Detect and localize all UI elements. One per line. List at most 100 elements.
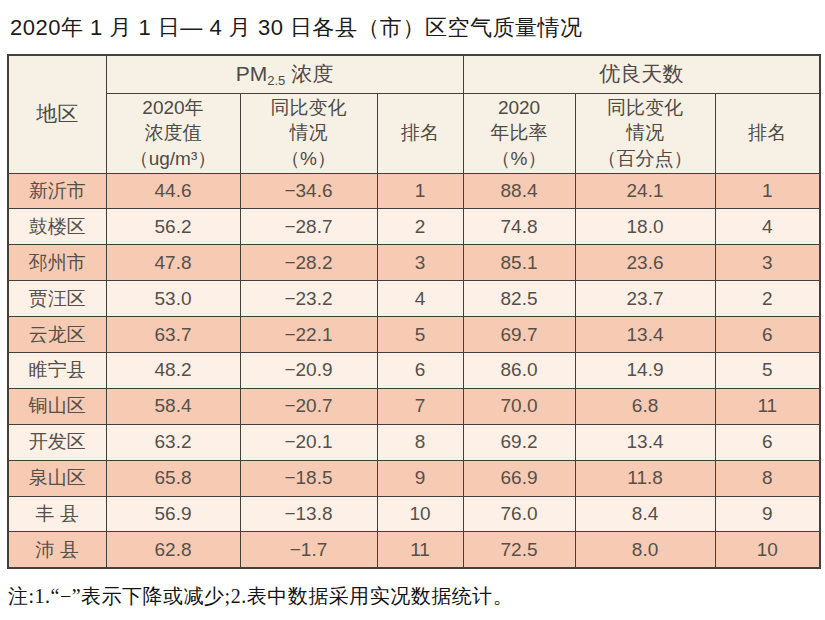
table-row: 泉山区 65.8 −18.5 9 66.9 11.8 8: [8, 460, 820, 496]
pm-rank-cell: 10: [377, 496, 463, 532]
pm-rank-cell: 9: [377, 460, 463, 496]
good-ratio-cell: 82.5: [463, 281, 575, 317]
good-ratio-column-header: 2020 年比率 （%）: [463, 93, 575, 173]
pm-value-cell: 63.2: [106, 424, 240, 460]
pm-value-cell: 56.2: [106, 209, 240, 245]
pm-change-cell: −20.1: [240, 424, 377, 460]
air-quality-table: 地区 PM2.5 浓度 优良天数 2020年 浓度值 （ug/m³） 同比变化 情…: [7, 54, 821, 569]
good-rank-column-header: 排名: [715, 93, 820, 173]
pm25-label-suffix: 浓度: [291, 62, 333, 85]
pm-change-cell: −1.7: [240, 532, 377, 568]
table-row: 云龙区 63.7 −22.1 5 69.7 13.4 6: [8, 317, 820, 353]
pm-rank-cell: 4: [377, 281, 463, 317]
region-cell: 云龙区: [8, 317, 106, 353]
good-ratio-cell: 69.7: [463, 317, 575, 353]
footnote: 注:1.“−”表示下降或减少;2.表中数据采用实况数据统计。: [0, 569, 825, 610]
pm-value-cell: 47.8: [106, 245, 240, 281]
table-body: 新沂市 44.6 −34.6 1 88.4 24.1 1 鼓楼区 56.2 −2…: [8, 173, 820, 568]
pm-change-cell: −20.7: [240, 388, 377, 424]
pm-rank-cell: 11: [377, 532, 463, 568]
table-row: 鼓楼区 56.2 −28.7 2 74.8 18.0 4: [8, 209, 820, 245]
pm-value-cell: 58.4: [106, 388, 240, 424]
header-group-row: 地区 PM2.5浓度 优良天数: [8, 55, 820, 93]
good-rank-cell: 6: [715, 317, 820, 353]
pm-value-cell: 62.8: [106, 532, 240, 568]
pm-change-cell: −28.7: [240, 209, 377, 245]
table-row: 睢宁县 48.2 −20.9 6 86.0 14.9 5: [8, 352, 820, 388]
good-change-cell: 8.4: [575, 496, 715, 532]
table-row: 铜山区 58.4 −20.7 7 70.0 6.8 11: [8, 388, 820, 424]
good-ratio-cell: 72.5: [463, 532, 575, 568]
region-cell: 新沂市: [8, 173, 106, 209]
pm-rank-cell: 3: [377, 245, 463, 281]
region-cell: 鼓楼区: [8, 209, 106, 245]
pm-change-cell: −13.8: [240, 496, 377, 532]
table-row: 沛 县 62.8 −1.7 11 72.5 8.0 10: [8, 532, 820, 568]
good-change-cell: 18.0: [575, 209, 715, 245]
good-rank-cell: 2: [715, 281, 820, 317]
good-rank-cell: 10: [715, 532, 820, 568]
pm-value-column-header: 2020年 浓度值 （ug/m³）: [106, 93, 240, 173]
pm-change-column-header: 同比变化 情况 （%）: [240, 93, 377, 173]
good-days-group-header: 优良天数: [463, 55, 820, 93]
good-rank-cell: 9: [715, 496, 820, 532]
pm-change-cell: −18.5: [240, 460, 377, 496]
good-ratio-cell: 76.0: [463, 496, 575, 532]
pm-change-cell: −20.9: [240, 352, 377, 388]
good-change-cell: 23.6: [575, 245, 715, 281]
region-cell: 贾汪区: [8, 281, 106, 317]
pm-value-cell: 48.2: [106, 352, 240, 388]
region-column-header: 地区: [8, 55, 106, 173]
pm-value-cell: 53.0: [106, 281, 240, 317]
pm-rank-cell: 5: [377, 317, 463, 353]
good-ratio-cell: 86.0: [463, 352, 575, 388]
region-cell: 开发区: [8, 424, 106, 460]
pm-value-cell: 63.7: [106, 317, 240, 353]
good-change-cell: 11.8: [575, 460, 715, 496]
good-rank-cell: 8: [715, 460, 820, 496]
pm-value-cell: 56.9: [106, 496, 240, 532]
pm-rank-cell: 8: [377, 424, 463, 460]
table-row: 新沂市 44.6 −34.6 1 88.4 24.1 1: [8, 173, 820, 209]
good-change-cell: 14.9: [575, 352, 715, 388]
pm25-label-prefix: PM: [236, 62, 268, 85]
pm-rank-cell: 2: [377, 209, 463, 245]
pm-change-cell: −34.6: [240, 173, 377, 209]
pm-change-cell: −23.2: [240, 281, 377, 317]
pm-rank-cell: 6: [377, 352, 463, 388]
good-ratio-cell: 85.1: [463, 245, 575, 281]
good-rank-cell: 1: [715, 173, 820, 209]
page-title: 2020年 1 月 1 日— 4 月 30 日各县（市）区空气质量情况: [0, 0, 825, 43]
good-ratio-cell: 69.2: [463, 424, 575, 460]
region-cell: 沛 县: [8, 532, 106, 568]
good-rank-cell: 4: [715, 209, 820, 245]
pm-change-cell: −22.1: [240, 317, 377, 353]
good-change-cell: 8.0: [575, 532, 715, 568]
pm25-group-header: PM2.5 浓度: [106, 55, 463, 93]
good-change-cell: 23.7: [575, 281, 715, 317]
pm-rank-cell: 1: [377, 173, 463, 209]
table-row: 邳州市 47.8 −28.2 3 85.1 23.6 3: [8, 245, 820, 281]
table-header: 地区 PM2.5 浓度 优良天数 2020年 浓度值 （ug/m³） 同比变化 情…: [8, 55, 820, 173]
good-ratio-cell: 66.9: [463, 460, 575, 496]
pm25-label-subscript: 2.5: [267, 73, 285, 88]
header-sub-row: 2020年 浓度值 （ug/m³） 同比变化 情况 （%） 排名 2020 年比…: [8, 93, 820, 173]
good-ratio-cell: 88.4: [463, 173, 575, 209]
good-rank-cell: 6: [715, 424, 820, 460]
pm-rank-column-header: 排名: [377, 93, 463, 173]
table-row: 丰 县 56.9 −13.8 10 76.0 8.4 9: [8, 496, 820, 532]
good-change-cell: 13.4: [575, 424, 715, 460]
region-cell: 睢宁县: [8, 352, 106, 388]
pm-value-cell: 44.6: [106, 173, 240, 209]
good-change-column-header: 同比变化 情况 （百分点）: [575, 93, 715, 173]
good-change-cell: 6.8: [575, 388, 715, 424]
pm-value-cell: 65.8: [106, 460, 240, 496]
good-rank-cell: 5: [715, 352, 820, 388]
good-change-cell: 13.4: [575, 317, 715, 353]
good-ratio-cell: 70.0: [463, 388, 575, 424]
good-rank-cell: 11: [715, 388, 820, 424]
region-cell: 邳州市: [8, 245, 106, 281]
good-change-cell: 24.1: [575, 173, 715, 209]
table-row: 贾汪区 53.0 −23.2 4 82.5 23.7 2: [8, 281, 820, 317]
pm-rank-cell: 7: [377, 388, 463, 424]
